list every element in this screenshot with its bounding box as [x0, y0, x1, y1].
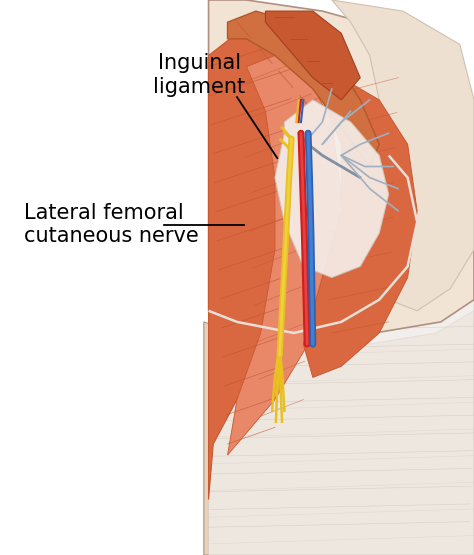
Polygon shape	[209, 300, 474, 555]
Polygon shape	[265, 11, 360, 100]
Text: Lateral femoral
cutaneous nerve: Lateral femoral cutaneous nerve	[24, 203, 199, 246]
Polygon shape	[209, 0, 474, 333]
Polygon shape	[209, 33, 303, 500]
Polygon shape	[332, 0, 474, 311]
Polygon shape	[228, 11, 379, 166]
Polygon shape	[228, 56, 341, 455]
Text: Inguinal
ligament: Inguinal ligament	[153, 53, 245, 97]
Polygon shape	[204, 311, 474, 555]
Polygon shape	[303, 78, 417, 377]
Polygon shape	[275, 100, 389, 278]
